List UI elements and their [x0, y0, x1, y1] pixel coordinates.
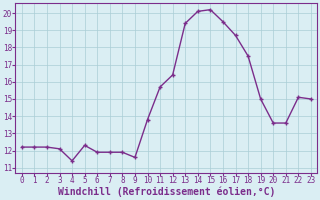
X-axis label: Windchill (Refroidissement éolien,°C): Windchill (Refroidissement éolien,°C) [58, 187, 275, 197]
